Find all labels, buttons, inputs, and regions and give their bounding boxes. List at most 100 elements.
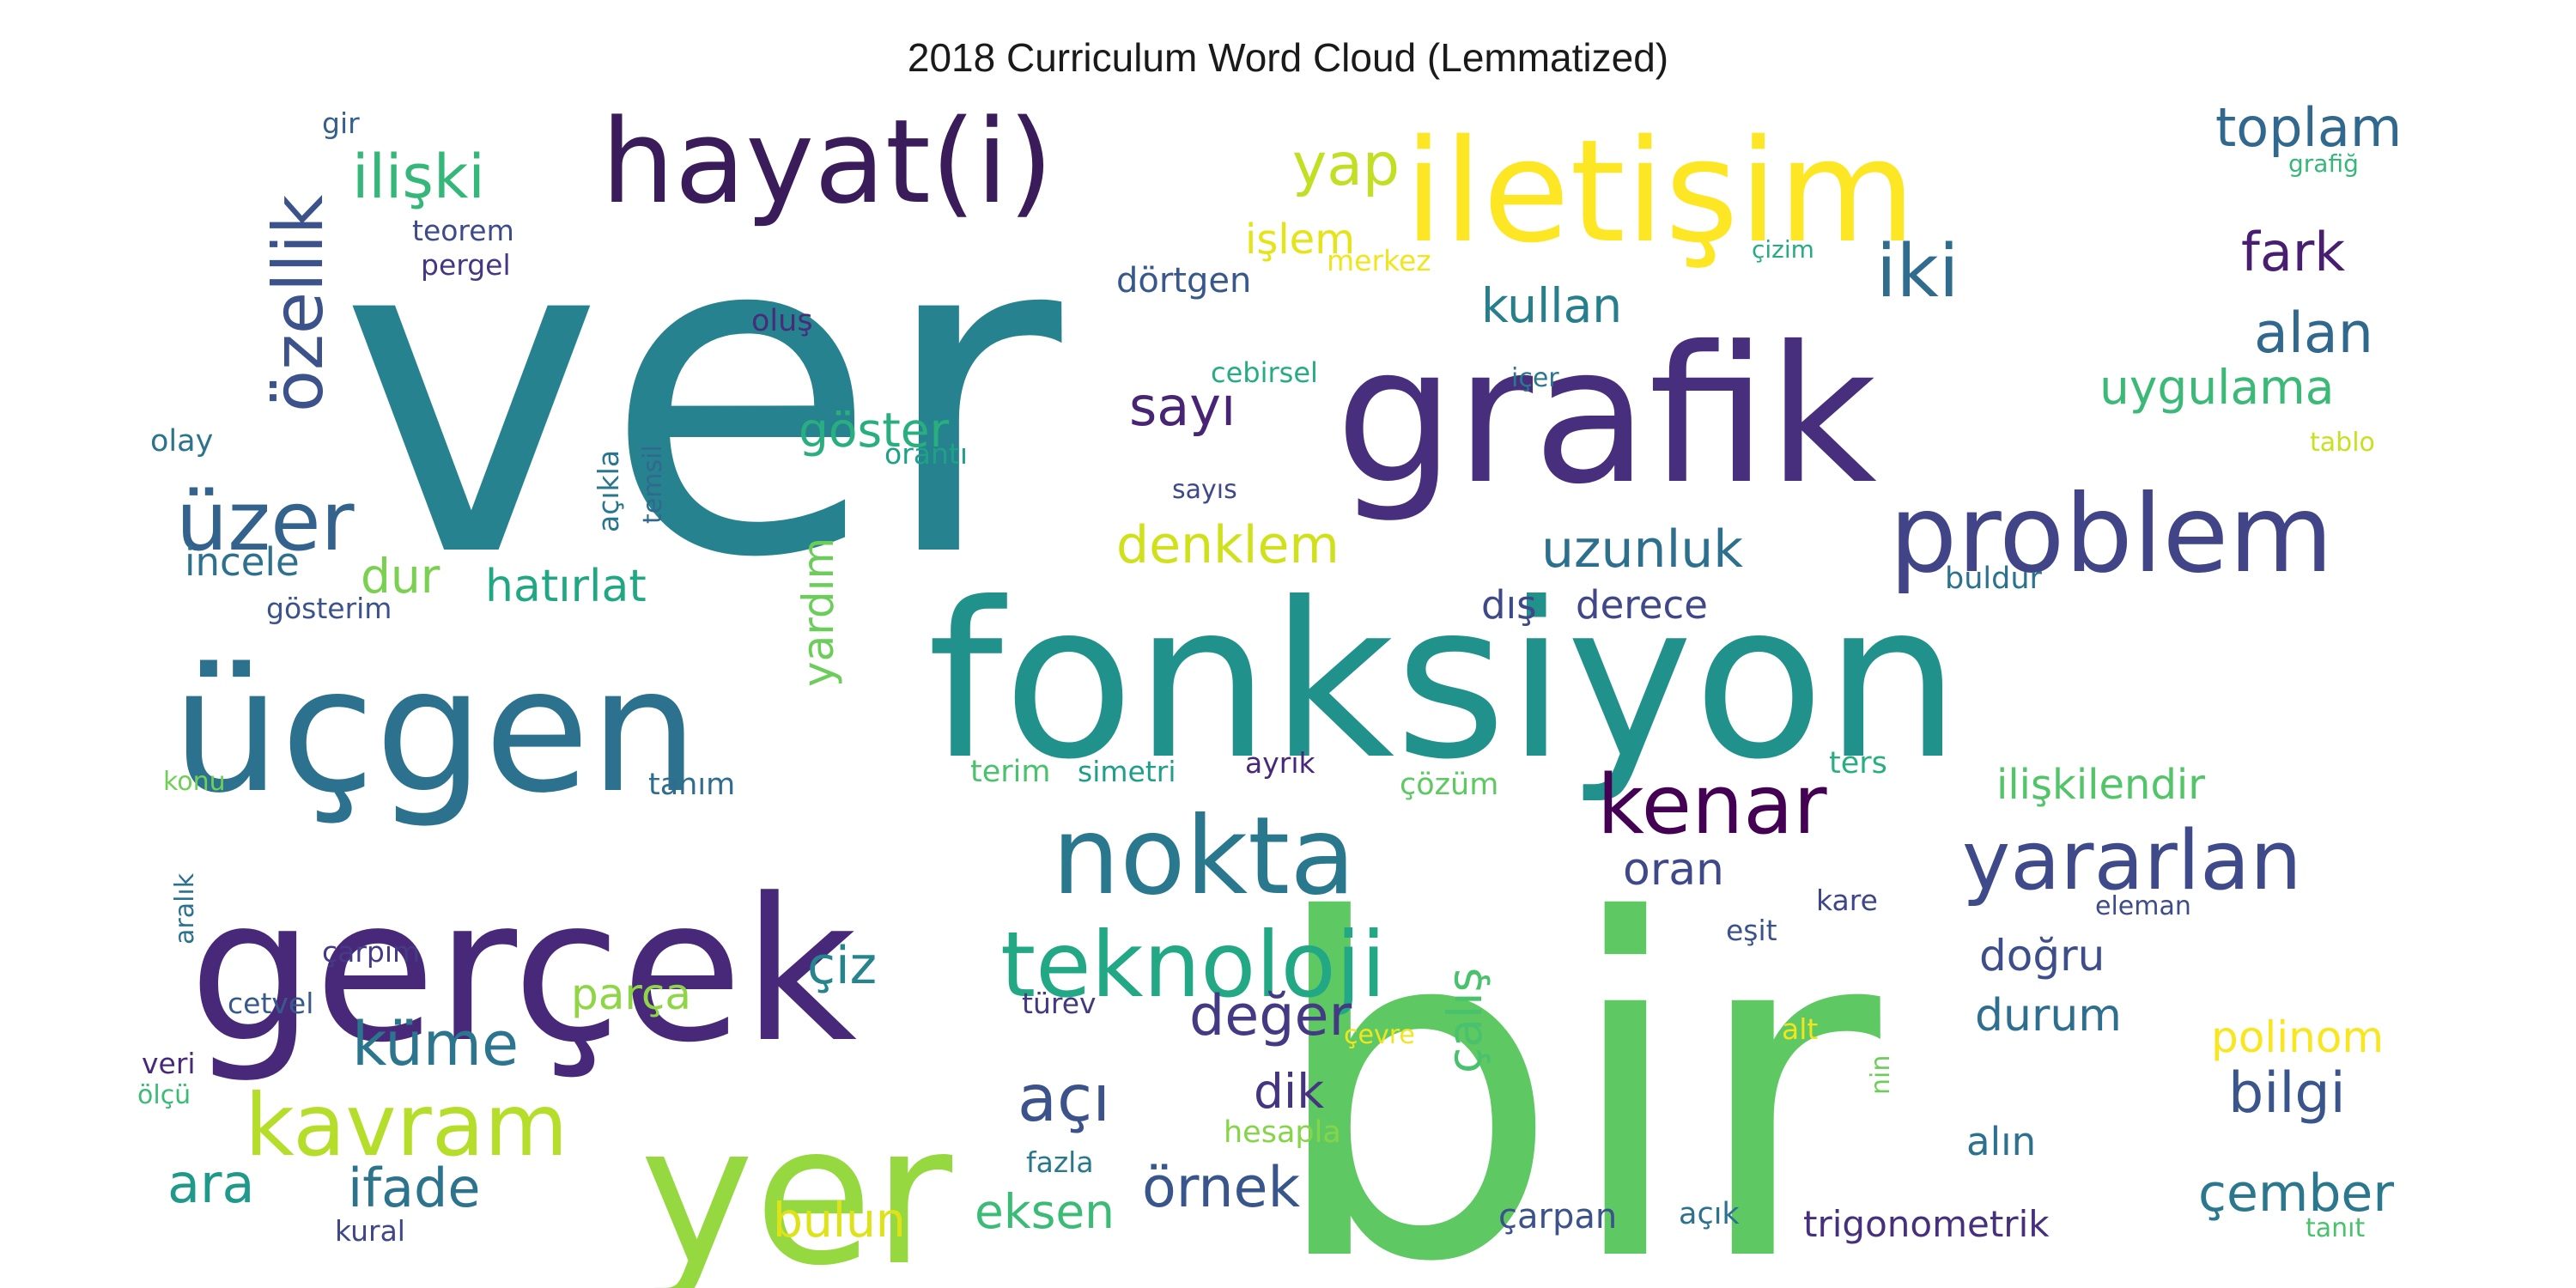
word-30: işlem [1245,216,1355,264]
word-75: gösterim [266,592,392,625]
word-36: yardım [793,538,843,687]
word-19: ilişki [352,142,485,212]
word-34: dur [361,549,440,604]
word-97: kural [335,1214,405,1248]
word-26: sayı [1129,375,1236,438]
word-2: bir [1267,824,1886,1288]
word-91: alt [1782,1012,1818,1046]
word-98: çarpan [1498,1197,1617,1236]
word-35: incele [185,539,300,585]
word-25: kullan [1481,278,1622,333]
page-title: 2018 Curriculum Word Cloud (Lemmatized) [907,35,1669,80]
word-99: açık [1679,1197,1740,1231]
word-32: merkez [1327,244,1431,277]
word-4: grafik [1335,306,1877,526]
word-10: problem [1889,472,2333,597]
word-24: uygulama [2099,360,2334,415]
word-53: doğru [1979,931,2105,981]
word-48: örnek [1142,1156,1301,1220]
word-66: cebirsel [1211,356,1318,389]
word-73: olay [150,424,213,459]
word-63: oluş [751,304,813,338]
word-87: çarpım [322,935,420,969]
word-49: eksen [975,1184,1115,1239]
word-20: yap [1292,131,1400,199]
word-59: trigonometrik [1803,1203,2050,1245]
word-67: içer [1511,363,1559,393]
word-70: orantı [884,437,968,471]
word-95: hesapla [1224,1115,1341,1150]
word-85: eleman [2095,891,2191,921]
word-89: türev [1022,987,1097,1020]
word-43: çiz [807,936,877,996]
word-39: küme [352,1009,519,1079]
word-7: üçgen [172,631,698,831]
word-50: bulun [773,1193,906,1248]
word-60: gir [322,106,360,140]
word-76: tanım [648,768,735,802]
word-83: aralık [170,872,200,945]
word-88: cetvel [228,987,313,1020]
word-57: alın [1966,1119,2036,1164]
word-71: açıkla [592,450,625,532]
word-84: kare [1816,884,1878,917]
word-54: durum [1975,990,2122,1042]
word-58: çember [2198,1163,2394,1224]
word-62: pergel [421,248,511,282]
word-81: ters [1829,746,1887,781]
word-40: ara [167,1152,254,1215]
word-77: terim [970,755,1050,789]
word-16: üzer [176,475,355,569]
word-31: dörtgen [1116,261,1251,301]
word-100: tanıt [2306,1213,2365,1243]
word-12: teknoloji [1000,913,1386,1018]
word-6: gerçek [189,857,857,1086]
word-90: çevre [1344,1020,1415,1050]
word-65: grafiğ [2288,149,2359,178]
word-9: hayat(i) [601,94,1054,229]
word-27: uzunluk [1541,519,1743,580]
word-13: kavram [245,1075,568,1176]
word-68: tablo [2310,428,2375,458]
word-72: temsil [638,445,668,524]
word-55: bilgi [2228,1061,2346,1126]
word-1: ver [339,135,1066,655]
word-94: ölçü [137,1080,191,1110]
word-46: çalış [1437,968,1492,1073]
word-64: çizim [1752,235,1814,264]
word-82: konu [163,767,226,797]
word-56: polinom [2211,1012,2384,1062]
word-38: derece [1576,582,1708,628]
word-42: parça [571,969,691,1019]
word-93: veri [142,1047,196,1080]
word-37: dış [1481,582,1537,628]
word-33: hatırlat [485,561,647,612]
word-18: iki [1876,229,1959,314]
word-23: alan [2254,301,2373,366]
word-41: ifade [348,1157,481,1219]
word-3: fonksiyon [927,556,1960,806]
word-80: çözüm [1400,768,1498,802]
word-74: buldur [1945,562,2043,596]
word-45: değer [1189,984,1352,1048]
word-44: açı [1018,1060,1110,1136]
word-15: kenar [1597,758,1828,853]
word-61: teorem [412,214,514,247]
word-11: nokta [1052,794,1356,919]
word-96: fazla [1026,1145,1094,1179]
word-8: yer [640,1084,953,1288]
word-28: denklem [1116,515,1340,575]
word-52: ilişkilendir [1996,761,2205,809]
word-14: yararlan [1962,814,2302,908]
word-47: dik [1254,1064,1324,1119]
word-86: eşit [1726,914,1777,947]
word-79: ayrık [1245,746,1315,780]
word-21: toplam [2215,96,2402,159]
word-22: fark [2241,221,2345,283]
word-69: sayıs [1172,475,1237,505]
word-5: iletişim [1404,109,1916,274]
word-29: göster [799,403,950,458]
word-78: simetri [1078,755,1176,788]
word-92: nin [1866,1055,1896,1095]
